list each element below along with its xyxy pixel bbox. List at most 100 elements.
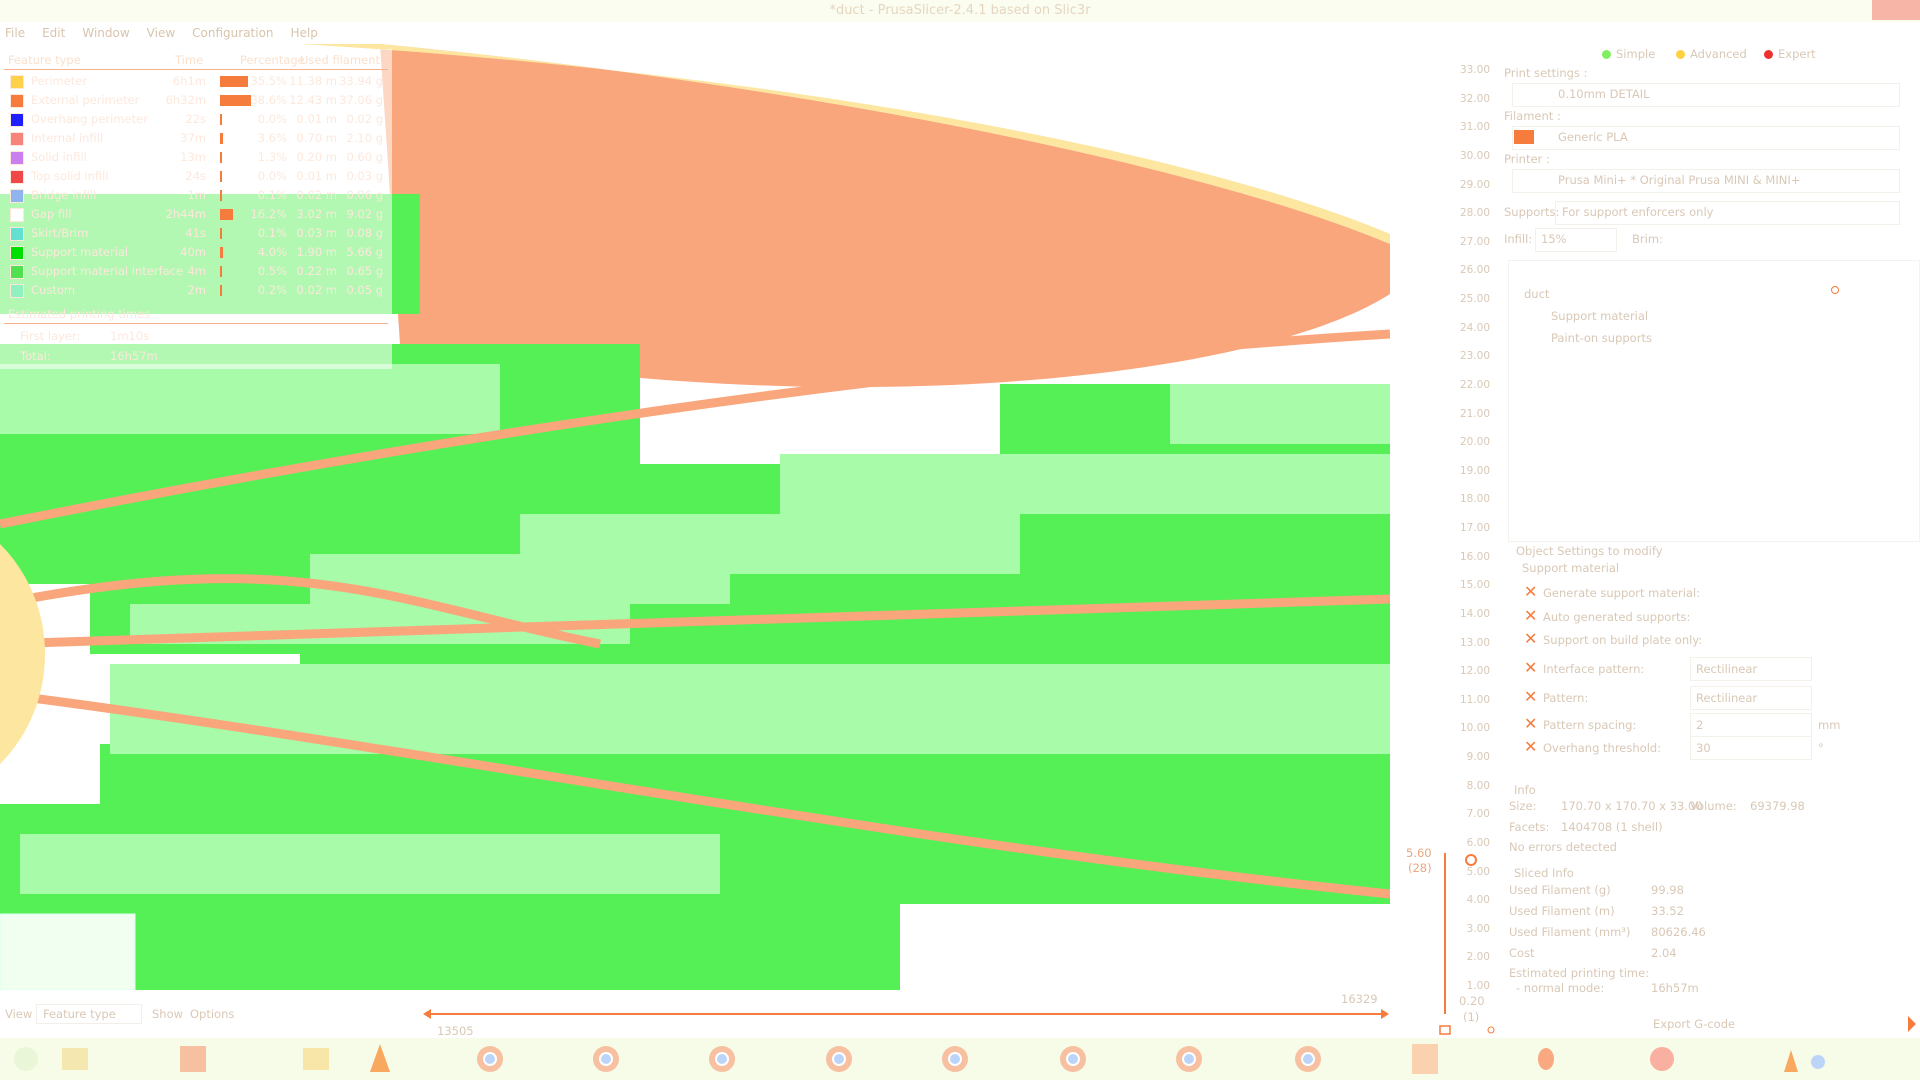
legend-length: 12.43 m <box>289 93 337 107</box>
legend-weight: 37.06 g <box>339 93 383 107</box>
view-select[interactable]: Feature type <box>36 1004 142 1024</box>
browser-icon[interactable] <box>593 1046 619 1072</box>
legend-weight: 5.66 g <box>346 245 383 259</box>
legend-percent: 0.2% <box>257 283 287 297</box>
app-icon[interactable] <box>1650 1047 1674 1071</box>
legend-percent: 16.2% <box>250 207 287 221</box>
browser-icon[interactable] <box>1295 1046 1321 1072</box>
legend-header: Time <box>175 53 204 67</box>
view-cube[interactable] <box>0 913 136 990</box>
browser-center <box>1066 1052 1080 1066</box>
legend-time: 1m <box>187 188 206 202</box>
times-value: 1m10s <box>110 329 150 343</box>
perimeter-lines <box>0 329 1390 899</box>
menu-item[interactable]: Configuration <box>192 26 274 40</box>
browser-icon[interactable] <box>942 1046 968 1072</box>
legend-name: Internal infill <box>31 131 104 145</box>
menu-item[interactable]: Help <box>290 26 318 40</box>
browser-icon[interactable] <box>1176 1046 1202 1072</box>
close-button[interactable] <box>1872 0 1920 20</box>
app-icon[interactable] <box>303 1048 329 1070</box>
legend-length: 0.01 m <box>296 112 337 126</box>
browser-center <box>832 1052 846 1066</box>
legend-bar <box>220 266 222 277</box>
legend-percent: 0.1% <box>257 226 287 240</box>
legend-bar <box>220 95 251 106</box>
legend-percent: 38.6% <box>250 93 287 107</box>
legend-bar <box>220 190 222 201</box>
inner-ring <box>0 544 45 764</box>
legend-name: Skirt/Brim <box>31 226 89 240</box>
legend-weight: 33.94 g <box>339 74 383 88</box>
legend-weight: 2.10 g <box>346 131 383 145</box>
legend-weight: 0.05 g <box>346 283 383 297</box>
legend-swatch <box>10 284 24 298</box>
legend-bar <box>220 228 222 239</box>
perimeter-band <box>380 44 1390 388</box>
cog-icon[interactable] <box>1487 1026 1495 1034</box>
browser-icon[interactable] <box>1060 1046 1086 1072</box>
support-interface <box>0 364 1390 894</box>
legend-percent: 0.5% <box>257 264 287 278</box>
legend-name: Support material <box>31 245 129 259</box>
legend-length: 0.03 m <box>296 226 337 240</box>
browser-icon[interactable] <box>477 1046 503 1072</box>
move-slider-left-handle[interactable] <box>423 1009 431 1019</box>
show-options[interactable]: Options <box>190 1007 235 1021</box>
app-icon[interactable] <box>62 1048 88 1070</box>
browser-icon[interactable] <box>826 1046 852 1072</box>
menu-item[interactable]: File <box>5 26 26 40</box>
legend-bar <box>220 76 249 87</box>
legend-bar <box>220 247 224 258</box>
3d-view[interactable] <box>0 44 1390 990</box>
legend-name: Gap fill <box>31 207 72 221</box>
app-icon[interactable] <box>1538 1048 1554 1070</box>
lock-icon[interactable] <box>1439 1025 1451 1035</box>
legend-swatch <box>10 208 24 222</box>
times-value: 16h57m <box>110 349 158 363</box>
view-label: View <box>5 1007 33 1021</box>
legend-name: Support material interface <box>31 264 184 278</box>
legend-weight: 0.08 g <box>346 226 383 240</box>
app-icon[interactable] <box>1412 1044 1438 1074</box>
taskbar <box>0 1038 1920 1080</box>
menu-bar: File Edit Window View Configuration Help <box>0 22 1920 44</box>
legend-time: 22s <box>185 112 206 126</box>
layer-slider-handle[interactable] <box>1465 854 1477 866</box>
legend-time: 2m <box>187 283 206 297</box>
legend-swatch <box>10 246 24 260</box>
legend-bar <box>220 285 222 296</box>
legend-percent: 35.5% <box>250 74 287 88</box>
legend-bar <box>220 209 233 220</box>
menu-item[interactable]: View <box>146 26 176 40</box>
start-button[interactable] <box>14 1047 38 1071</box>
browser-center <box>599 1052 613 1066</box>
legend-name: Custom <box>31 283 76 297</box>
browser-icon[interactable] <box>709 1046 735 1072</box>
legend-length: 0.02 m <box>296 283 337 297</box>
legend-name: Bridge infill <box>31 188 97 202</box>
legend-length: 3.02 m <box>296 207 337 221</box>
menu-item[interactable]: Edit <box>42 26 66 40</box>
legend-weight: 0.02 g <box>346 112 383 126</box>
legend-bar <box>220 171 222 182</box>
move-left-value: 13505 <box>437 1024 474 1038</box>
legend-percent: 0.0% <box>257 169 287 183</box>
legend-bar <box>220 133 223 144</box>
app-icon[interactable] <box>180 1046 206 1072</box>
export-arrow[interactable] <box>1908 1016 1916 1032</box>
browser-center <box>1301 1052 1315 1066</box>
vlc-icon[interactable] <box>370 1044 390 1072</box>
legend-name: Perimeter <box>31 74 88 88</box>
show-label: Show <box>152 1007 184 1021</box>
move-slider-right-handle[interactable] <box>1381 1009 1389 1019</box>
legend-percent: 3.6% <box>257 131 287 145</box>
move-slider[interactable] <box>420 1000 1395 1036</box>
legend-percent: 1.3% <box>257 150 287 164</box>
legend-swatch <box>10 170 24 184</box>
legend-time: 41s <box>185 226 206 240</box>
tray-icon <box>1811 1055 1825 1069</box>
menu-item[interactable]: Window <box>82 26 130 40</box>
sidebar-graphics <box>1439 853 1916 1035</box>
